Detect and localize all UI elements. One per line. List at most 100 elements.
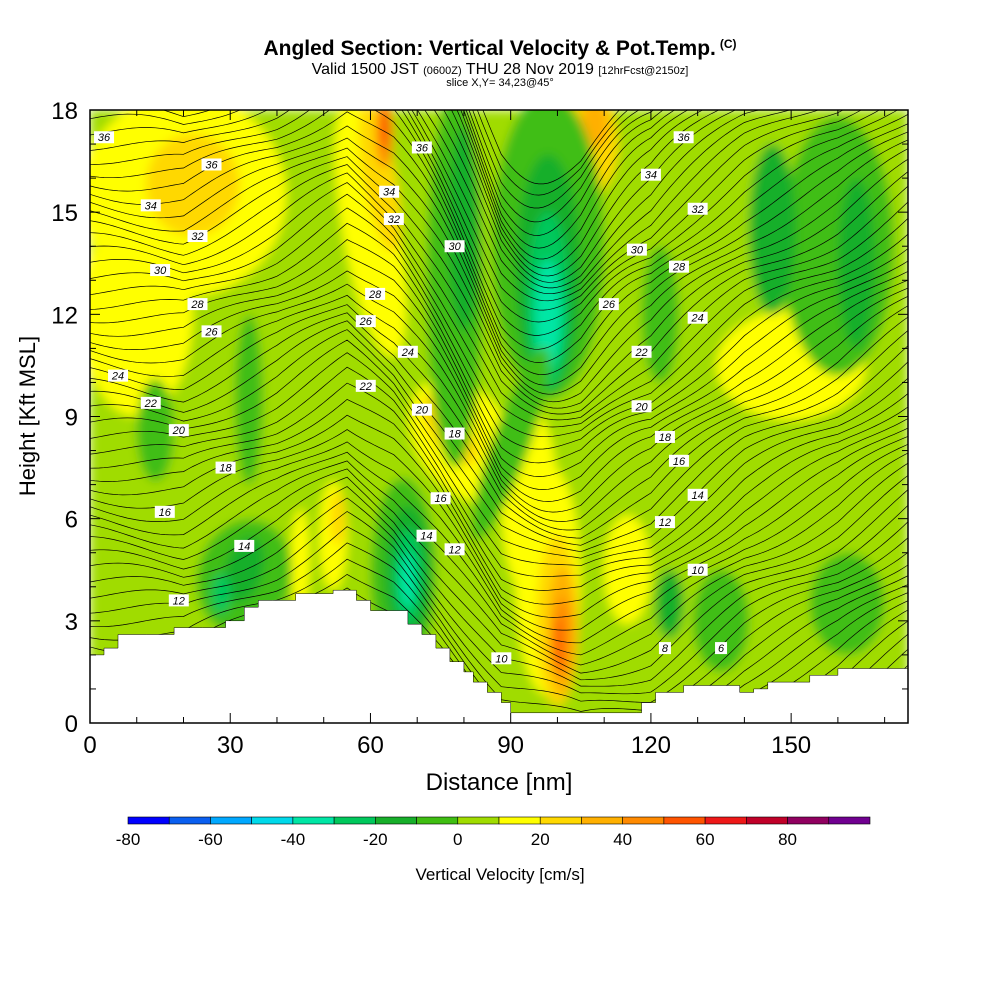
- field-cell: [471, 347, 550, 540]
- contour-label-text: 36: [98, 132, 111, 144]
- theta-contour-line: [482, 110, 620, 185]
- field-cell: [136, 379, 175, 482]
- theta-contour-line: [465, 110, 664, 236]
- contour-label-bg: [140, 199, 161, 212]
- colorbar-tick-label: -20: [363, 830, 388, 849]
- contour-label-bg: [365, 287, 386, 300]
- contour-label: 28: [187, 298, 208, 311]
- contour-label: 24: [397, 345, 418, 359]
- x-tick-label: 60: [357, 732, 384, 759]
- contour-label-text: 18: [448, 429, 461, 441]
- contour-label: 36: [94, 131, 115, 144]
- contour-label-text: 22: [359, 381, 372, 393]
- theta-contour-line: [90, 193, 908, 438]
- theta-contour-line: [90, 125, 908, 386]
- contour-label-bg: [201, 158, 222, 171]
- theta-contour-line: [90, 270, 908, 502]
- y-tick-label: 6: [65, 507, 78, 534]
- theta-contour-line: [90, 110, 908, 363]
- contour-label: 30: [626, 243, 647, 257]
- contour-label: 12: [654, 516, 675, 529]
- contour-label-bg: [355, 315, 376, 328]
- contour-label-text: 30: [154, 265, 167, 277]
- theta-contour-line: [90, 312, 908, 539]
- contour-label: 18: [444, 427, 465, 441]
- contour-label: 26: [201, 325, 222, 338]
- colorbar-swatch: [292, 816, 335, 825]
- theta-contour-line: [90, 339, 908, 559]
- contour-label-text: 26: [204, 326, 218, 338]
- colorbar-tick-label: 80: [778, 830, 797, 849]
- contour-label: 32: [383, 212, 404, 226]
- contour-label-bg: [673, 131, 694, 144]
- contour-label: 18: [654, 430, 675, 444]
- contour-label: 36: [411, 141, 432, 154]
- contour-label: 8: [658, 642, 671, 655]
- contour-label-text: 20: [634, 401, 648, 413]
- contour-label-text: 36: [205, 159, 218, 171]
- contour-label: 30: [444, 240, 465, 253]
- y-tick-label: 15: [51, 200, 78, 227]
- theta-contour-line: [90, 222, 908, 464]
- contour-label-text: 14: [238, 541, 250, 553]
- contour-label-bg: [687, 311, 708, 324]
- theta-contour-line: [90, 320, 908, 546]
- theta-contour-line: [443, 110, 737, 283]
- contour-label-bg: [187, 298, 208, 311]
- contour-label-bg: [140, 396, 161, 409]
- contour-label-text: 10: [692, 565, 705, 577]
- theta-contour-line: [451, 110, 720, 277]
- contour-label-text: 18: [659, 432, 672, 444]
- theta-contour-line: [90, 451, 908, 656]
- colorbar-swatch: [251, 816, 294, 825]
- colorbar-label: Vertical Velocity [cm/s]: [415, 865, 584, 884]
- contour-label: 14: [687, 488, 708, 502]
- contour-label: 12: [444, 543, 465, 556]
- colorbar-swatch: [498, 816, 541, 825]
- contour-label-text: 32: [388, 214, 400, 226]
- colorbar-swatch: [622, 816, 665, 825]
- field-cell: [837, 178, 876, 349]
- contour-label: 34: [140, 199, 161, 212]
- valid-prefix: Valid 1500 JST: [311, 61, 419, 78]
- field-cell: [604, 515, 651, 625]
- colorbar-swatch: [416, 816, 459, 825]
- y-axis-label: Height [Kft MSL]: [15, 336, 40, 496]
- contour-label-bg: [383, 212, 404, 225]
- valid-time-line: Valid 1500 JST (0600Z) THU 28 Nov 2019 […: [0, 61, 1000, 79]
- contour-labels: 3636343230282624222018161412363432302826…: [94, 131, 728, 665]
- theta-contour-line: [463, 110, 676, 249]
- contour-label-text: 24: [401, 347, 414, 359]
- contour-label-text: 28: [190, 299, 204, 311]
- contour-label: 22: [140, 396, 161, 410]
- theta-contour-line: [90, 304, 908, 531]
- contour-label-bg: [187, 230, 208, 243]
- contour-label-bg: [397, 345, 418, 358]
- contour-label: 26: [355, 315, 376, 328]
- theta-contour-line: [90, 147, 908, 403]
- theta-contour-line: [90, 137, 908, 395]
- contour-label-bg: [626, 243, 647, 256]
- contour-label-text: 6: [718, 643, 725, 655]
- contour-label: 34: [379, 185, 400, 199]
- colorbar-swatch: [539, 816, 582, 825]
- theta-contour-line: [90, 182, 908, 428]
- x-tick-label: 90: [497, 732, 524, 759]
- contour-label-bg: [379, 185, 400, 198]
- contour-label-text: 28: [368, 289, 382, 301]
- theta-contour-line: [90, 294, 908, 522]
- contour-label-text: 30: [448, 241, 461, 253]
- contour-label-text: 30: [631, 245, 644, 257]
- colorbar-swatch: [581, 816, 623, 825]
- contour-label-text: 34: [145, 200, 157, 212]
- valid-date: THU 28 Nov 2019: [465, 61, 594, 78]
- colorbar-swatch: [375, 816, 417, 825]
- contour-label-bg: [215, 461, 236, 474]
- field-cell: [692, 569, 750, 672]
- contour-label-bg: [168, 594, 189, 607]
- contour-label: 20: [411, 403, 432, 417]
- contour-label-bg: [668, 260, 689, 273]
- y-tick-label: 3: [65, 609, 78, 636]
- contour-label-text: 36: [416, 142, 429, 154]
- theta-contour-line: [90, 239, 908, 477]
